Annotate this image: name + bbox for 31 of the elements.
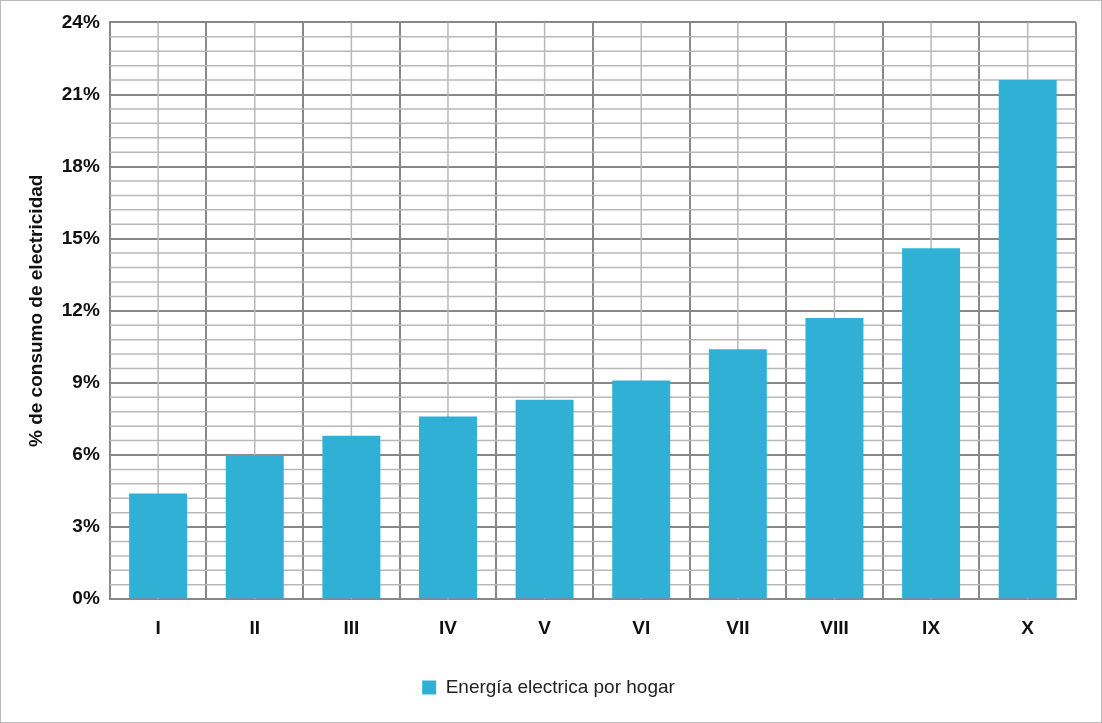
x-tick-label: V [538,616,552,638]
y-tick-label: 0% [72,587,100,609]
bar [419,416,477,599]
bar [322,435,381,599]
y-tick-label: 3% [72,515,100,537]
x-tick-label: VI [632,616,651,638]
legend-label: Energía electrica por hogar [445,675,676,697]
bar [515,399,574,599]
x-tick-label: II [249,616,261,638]
bar [612,380,671,599]
y-tick-label: 18% [61,154,100,176]
x-tick-label: IX [922,616,941,638]
bar [129,493,188,599]
x-tick-label: I [155,616,161,638]
y-tick-label: 6% [72,443,100,465]
y-tick-label: 24% [61,10,100,32]
y-tick-label: 12% [61,299,100,321]
y-tick-label: 9% [72,371,100,393]
bar [805,318,864,599]
bar [708,349,767,599]
x-tick-label: IV [439,616,458,638]
bar [225,455,284,599]
x-tick-label: X [1021,616,1035,638]
y-tick-label: 15% [61,226,100,248]
bar [902,248,961,599]
x-tick-label: VIII [820,616,849,638]
y-tick-label: 21% [61,82,100,104]
x-tick-label: III [343,616,360,638]
y-axis-title: % de consumo de electricidad [24,174,46,448]
x-tick-label: VII [726,616,750,638]
bar [998,80,1057,599]
